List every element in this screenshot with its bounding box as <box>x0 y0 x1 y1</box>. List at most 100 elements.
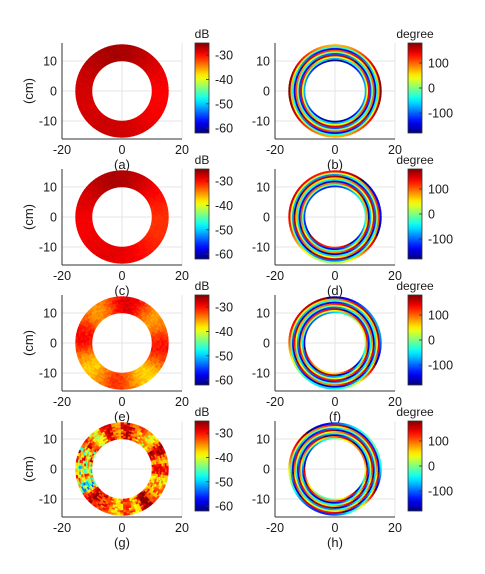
colorbar-tick-label: 100 <box>428 309 449 323</box>
colorbar-tick-label: 0 <box>428 82 435 96</box>
colorbar-tick-label: -100 <box>428 233 453 247</box>
x-tick-label: 20 <box>388 269 402 283</box>
x-tick-label: 20 <box>388 395 402 409</box>
colorbar <box>194 294 210 386</box>
colorbar <box>194 168 210 260</box>
panel-caption: (c) <box>114 283 129 298</box>
x-tick-label: -20 <box>266 269 284 283</box>
panel-caption: (f) <box>329 409 341 424</box>
annulus-field <box>288 170 382 264</box>
annulus-field <box>75 296 169 390</box>
y-tick-label: 10 <box>43 307 57 321</box>
colorbar-tick-label: -100 <box>428 485 453 499</box>
y-tick-label: 10 <box>43 181 57 195</box>
colorbar-title: degree <box>396 27 434 41</box>
panel-c: -20 0 20 10 0 -10(cm) (c) dB -30 -40 -50 -60 <box>21 153 233 298</box>
colorbar-tick-label: -40 <box>215 451 233 465</box>
panel-caption: (d) <box>327 283 343 298</box>
colorbar-tick-label: -40 <box>215 73 233 87</box>
y-tick-label: -10 <box>252 493 270 507</box>
x-tick-label: -20 <box>53 269 71 283</box>
colorbar-tick-label: -60 <box>215 374 233 388</box>
x-tick-label: -20 <box>266 395 284 409</box>
x-tick-label: 0 <box>332 143 339 157</box>
colorbar-tick-label: -50 <box>215 475 233 489</box>
y-tick-label: 0 <box>263 211 270 225</box>
x-tick-label: 0 <box>332 269 339 283</box>
x-tick-label: -20 <box>53 395 71 409</box>
y-tick-label: 10 <box>256 55 270 69</box>
y-tick-label: 0 <box>50 463 57 477</box>
y-tick-label: -10 <box>252 115 270 129</box>
x-tick-label: 20 <box>175 269 189 283</box>
annulus-field <box>288 44 382 138</box>
colorbar-title: dB <box>195 27 210 41</box>
panel-caption: (b) <box>327 157 343 172</box>
panel-caption: (g) <box>114 535 130 550</box>
colorbar-tick-label: -50 <box>215 349 233 363</box>
y-tick-label: 0 <box>50 211 57 225</box>
panel-g: -20 0 20 10 0 -10(cm) (g) dB -30 -40 -50 -60 <box>21 405 233 550</box>
colorbar-tick-label: 100 <box>428 57 449 71</box>
y-tick-label: -10 <box>39 367 57 381</box>
x-tick-label: -20 <box>53 521 71 535</box>
colorbar-tick-label: -40 <box>215 325 233 339</box>
colorbar-title: degree <box>396 279 434 293</box>
x-tick-label: 0 <box>332 521 339 535</box>
x-tick-label: -20 <box>53 143 71 157</box>
y-tick-label: 10 <box>43 55 57 69</box>
x-tick-label: 20 <box>388 143 402 157</box>
y-tick-label: -10 <box>39 115 57 129</box>
panel-e: -20 0 20 10 0 -10(cm) (e) dB -30 -40 -50 -60 <box>21 279 233 424</box>
annulus-field <box>288 296 382 390</box>
x-tick-label: 20 <box>175 143 189 157</box>
colorbar-title: dB <box>195 153 210 167</box>
x-tick-label: 20 <box>388 521 402 535</box>
colorbar-tick-label: -30 <box>215 49 233 63</box>
x-tick-label: 0 <box>119 521 126 535</box>
colorbar-tick-label: -60 <box>215 122 233 136</box>
y-tick-label: -10 <box>39 241 57 255</box>
colorbar-tick-label: 100 <box>428 183 449 197</box>
panel-caption: (a) <box>114 157 130 172</box>
x-tick-label: 0 <box>332 395 339 409</box>
colorbar-tick-label: -40 <box>215 199 233 213</box>
colorbar <box>194 420 210 512</box>
y-axis-label: (cm) <box>21 204 36 230</box>
y-axis-label: (cm) <box>21 456 36 482</box>
x-tick-label: -20 <box>266 143 284 157</box>
colorbar-title: dB <box>195 405 210 419</box>
colorbar-tick-label: 0 <box>428 460 435 474</box>
annulus-field <box>75 170 169 264</box>
colorbar-tick-label: -100 <box>428 359 453 373</box>
panel-a: -20 0 20 10 0 -10(cm) (a) dB -30 -40 -50 -60 <box>21 27 233 172</box>
y-tick-label: 0 <box>263 463 270 477</box>
colorbar-tick-label: -50 <box>215 223 233 237</box>
colorbar-title: degree <box>396 405 434 419</box>
y-tick-label: 10 <box>256 307 270 321</box>
annulus-field <box>75 44 169 138</box>
colorbar-title: dB <box>195 279 210 293</box>
x-tick-label: 20 <box>175 395 189 409</box>
panel-caption: (e) <box>114 409 130 424</box>
y-tick-label: -10 <box>252 367 270 381</box>
y-axis-label: (cm) <box>21 78 36 104</box>
y-tick-label: 10 <box>256 433 270 447</box>
y-tick-label: 10 <box>43 433 57 447</box>
y-tick-label: -10 <box>252 241 270 255</box>
colorbar-tick-label: 0 <box>428 208 435 222</box>
colorbar-tick-label: -60 <box>215 248 233 262</box>
y-tick-label: 10 <box>256 181 270 195</box>
colorbar-tick-label: 0 <box>428 334 435 348</box>
colorbar-tick-label: -50 <box>215 97 233 111</box>
annulus-field <box>75 422 169 516</box>
colorbar-tick-label: -60 <box>215 500 233 514</box>
y-tick-label: -10 <box>39 493 57 507</box>
annulus-field <box>288 422 382 516</box>
x-tick-label: 20 <box>175 521 189 535</box>
